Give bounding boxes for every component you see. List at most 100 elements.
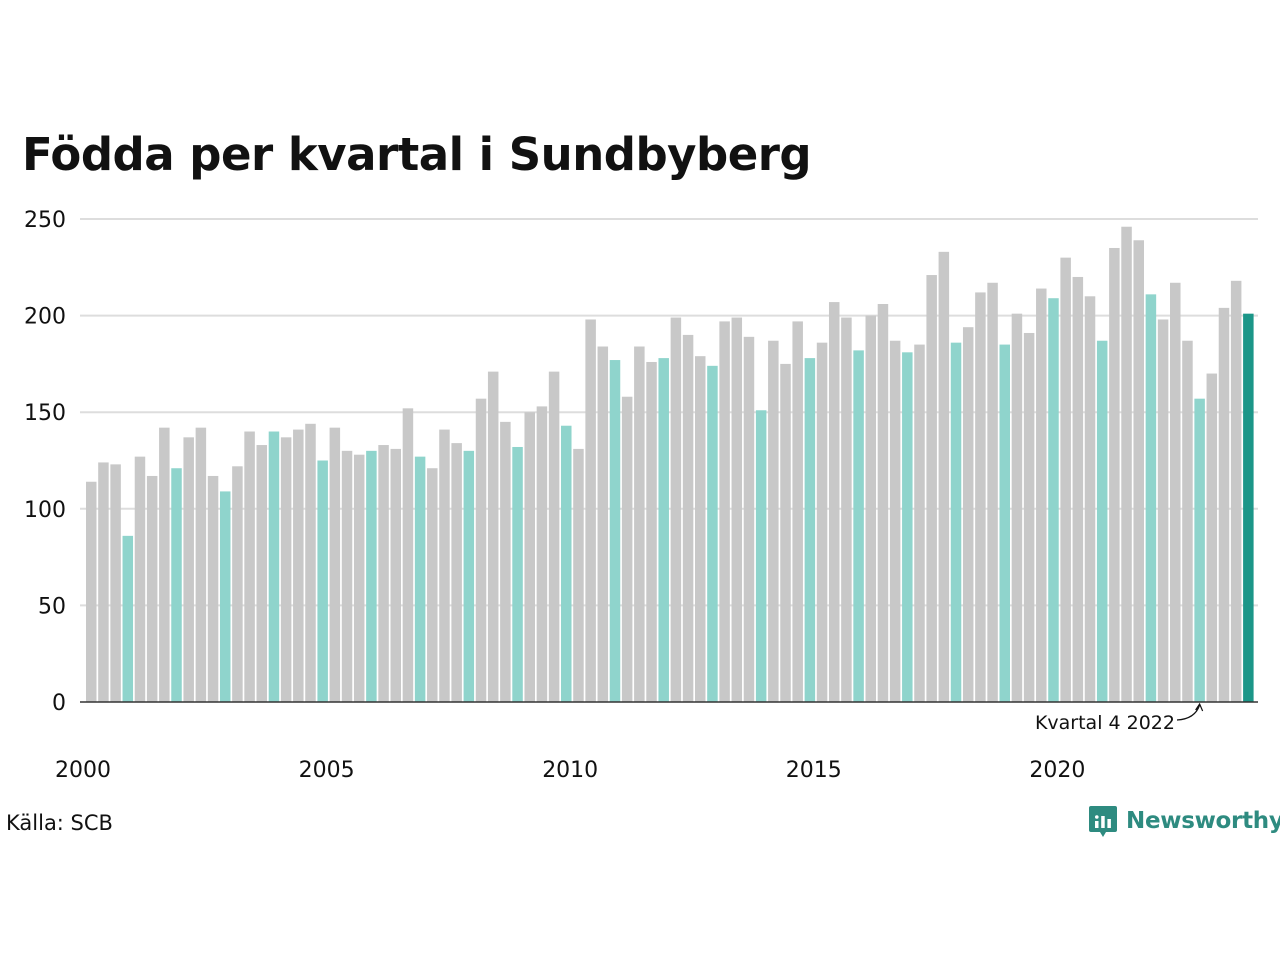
bar [487, 371, 499, 702]
source-note: Källa: SCB [6, 811, 113, 835]
bar [219, 491, 231, 702]
bar [561, 425, 572, 702]
bar [902, 352, 913, 702]
bar [573, 448, 584, 702]
bar [1084, 296, 1096, 702]
newsworthy-logo-icon [1089, 806, 1117, 837]
bar [207, 475, 219, 702]
bar [1243, 313, 1254, 702]
bar [122, 535, 134, 702]
x-tick-label: 2005 [299, 758, 355, 783]
bar [390, 448, 401, 702]
y-tick-label: 250 [24, 208, 66, 233]
bar [1194, 398, 1205, 702]
bar [1145, 294, 1157, 702]
bar [889, 340, 901, 702]
bar [500, 421, 511, 702]
brand-logo: Newsworthy [1088, 804, 1280, 838]
bar [98, 462, 109, 702]
bar [621, 396, 633, 702]
bar [305, 423, 316, 702]
bars [86, 226, 1254, 703]
bar [914, 344, 925, 702]
bar [244, 431, 255, 702]
bar [877, 304, 889, 702]
bar [1170, 282, 1181, 702]
bar [183, 437, 194, 702]
bar [950, 342, 962, 702]
bar [1096, 340, 1108, 702]
annotation-label: Kvartal 4 2022 [1035, 712, 1175, 734]
bar [865, 315, 877, 702]
bar [743, 336, 755, 702]
bar [146, 475, 158, 702]
bar [451, 443, 462, 702]
bar [110, 464, 121, 702]
bar [731, 317, 743, 702]
bar [232, 466, 243, 702]
y-tick-label: 0 [52, 691, 66, 716]
bar [841, 317, 852, 702]
bar [926, 275, 937, 702]
bar [804, 358, 816, 702]
bar [1048, 298, 1059, 702]
bar [427, 468, 438, 702]
bar [1182, 340, 1193, 702]
bar [719, 321, 730, 702]
bar [512, 446, 523, 702]
bar [1023, 332, 1035, 702]
bar [768, 340, 779, 702]
y-tick-label: 200 [24, 305, 66, 330]
bar [1157, 319, 1169, 702]
bar [256, 445, 268, 702]
bar [658, 358, 669, 702]
bar [171, 468, 182, 702]
bar [353, 454, 365, 702]
bar [536, 406, 548, 702]
bar [86, 481, 97, 702]
axes: 0 50 100 150 200 250 2000 2005 2010 2015 2020 [24, 208, 1258, 783]
bar [366, 450, 377, 702]
bar [975, 292, 986, 702]
bar [1109, 247, 1120, 703]
bar [1218, 307, 1230, 702]
y-tick-label: 150 [24, 401, 66, 426]
x-tick-label: 2010 [542, 758, 598, 783]
bar [548, 371, 560, 702]
bar [463, 450, 475, 702]
bar [670, 317, 682, 702]
bar [1133, 240, 1144, 702]
bar [341, 450, 353, 702]
bar [159, 427, 170, 702]
bar [853, 350, 864, 702]
bar [585, 319, 596, 702]
bar [402, 408, 414, 702]
bar [828, 302, 840, 702]
y-tick-label: 100 [24, 498, 66, 523]
bar [780, 363, 791, 702]
bar [597, 346, 609, 702]
bar [999, 344, 1010, 702]
y-tick-label: 50 [38, 594, 66, 619]
x-tick-label: 2015 [786, 758, 842, 783]
x-tick-label: 2020 [1029, 758, 1085, 783]
brand-name: Newsworthy [1126, 808, 1280, 834]
bar [195, 427, 207, 702]
bar [755, 410, 767, 702]
bar [134, 456, 146, 702]
bar [293, 429, 304, 702]
bar [280, 437, 292, 702]
bar [414, 456, 426, 702]
bar [524, 412, 535, 702]
annotation-arrow [1176, 702, 1204, 721]
bar [317, 460, 328, 702]
bar [792, 321, 803, 702]
bar [1206, 373, 1218, 702]
bar [1060, 257, 1071, 702]
bar [682, 334, 694, 702]
bar [1121, 226, 1132, 703]
bar [609, 360, 621, 702]
bar [378, 445, 389, 702]
bar [1036, 288, 1047, 702]
